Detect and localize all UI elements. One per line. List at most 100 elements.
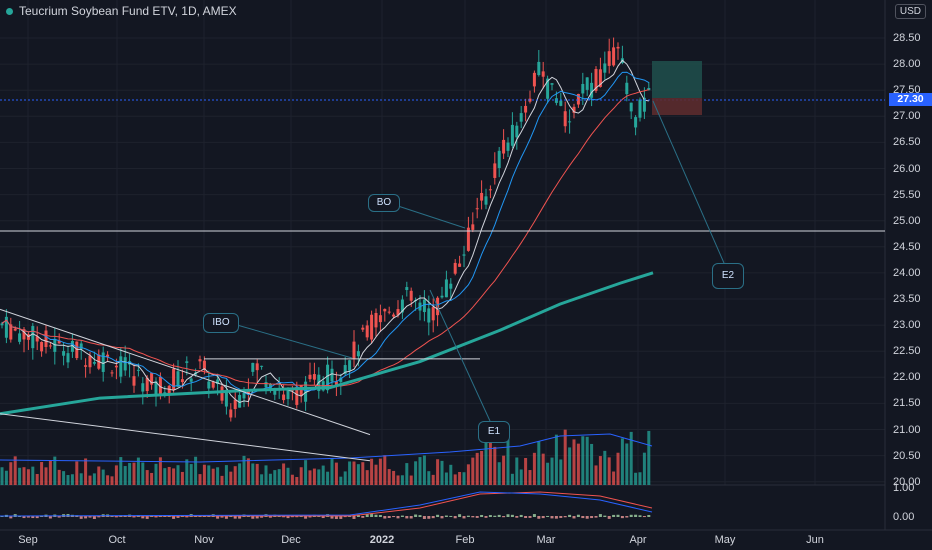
price-tick: 28.00 — [893, 58, 921, 71]
volume-bar — [88, 475, 92, 485]
volume-bar — [515, 457, 519, 485]
candle-body — [66, 353, 70, 363]
price-tick: 20.50 — [893, 449, 921, 462]
candle-body — [488, 189, 492, 191]
candle-body — [572, 106, 576, 113]
volume-bar — [35, 474, 39, 485]
indicator-bar — [224, 516, 228, 519]
annotation-ibo[interactable]: IBO — [203, 313, 239, 333]
volume-bar — [22, 467, 26, 485]
indicator-bar — [524, 516, 528, 519]
indicator-bar — [568, 514, 572, 517]
price-tick: 25.50 — [893, 188, 921, 201]
volume-bar — [268, 473, 272, 485]
volume-bar — [396, 475, 400, 485]
volume-bar — [550, 457, 554, 485]
candle-body — [515, 125, 519, 138]
volume-bar — [242, 455, 246, 485]
indicator-bar — [532, 514, 536, 517]
volume-bar — [66, 475, 70, 485]
indicator-bar — [634, 514, 638, 517]
annotation-e2[interactable]: E2 — [712, 263, 744, 289]
candle-body — [167, 385, 171, 394]
volume-bar — [57, 469, 61, 485]
candle-body — [339, 377, 343, 382]
volume-bar — [339, 476, 343, 485]
candle-body — [400, 299, 404, 313]
indicator-bar — [554, 516, 558, 519]
candle-body — [70, 340, 74, 352]
indicator-tick: 0.00 — [893, 511, 915, 523]
indicator-bar — [502, 516, 506, 518]
indicator-bar — [480, 514, 484, 517]
volume-bar — [365, 470, 369, 485]
volume-bar — [224, 465, 228, 485]
candle-body — [374, 312, 378, 328]
candle-body — [84, 365, 88, 367]
candle-body — [647, 87, 651, 91]
volume-bar — [110, 476, 114, 485]
volume-bar — [625, 443, 629, 485]
candle-body — [238, 394, 242, 408]
time-label: Mar — [536, 534, 556, 546]
volume-bar — [638, 472, 642, 485]
volume-bar — [471, 457, 475, 485]
candle-body — [387, 311, 391, 313]
volume-bar — [286, 467, 290, 485]
volume-bar — [18, 467, 22, 485]
volume-bar — [400, 475, 404, 485]
indicator-bar — [559, 516, 563, 518]
candle-body — [581, 83, 585, 94]
candle-body — [79, 343, 83, 349]
volume-bar — [436, 459, 440, 485]
annotation-e1[interactable]: E1 — [478, 421, 510, 443]
volume-bar — [70, 474, 74, 485]
time-label: Apr — [629, 534, 647, 546]
volume-bar — [546, 462, 550, 485]
annotation-bo[interactable]: BO — [368, 194, 400, 212]
candle-body — [123, 357, 127, 371]
indicator-bar — [458, 514, 462, 517]
volume-bar — [84, 458, 88, 485]
price-tick: 28.50 — [893, 32, 921, 44]
candle-body — [4, 316, 8, 338]
volume-bar — [141, 462, 145, 485]
volume-bar — [26, 469, 30, 485]
volume-bar — [356, 464, 360, 485]
target-zone — [652, 61, 702, 98]
indicator-bar — [57, 516, 61, 518]
volume-bar — [581, 436, 585, 485]
indicator-bar — [251, 516, 255, 519]
annotation-connector — [236, 324, 353, 359]
price-tick: 21.00 — [893, 423, 921, 436]
candle-body — [185, 361, 189, 363]
candle-body — [22, 329, 26, 340]
candle-body — [519, 113, 523, 122]
price-tick: 27.00 — [893, 110, 921, 123]
symbol-title[interactable]: Teucrium Soybean Fund ETV, 1D, AMEX — [19, 4, 237, 18]
candle-body — [106, 354, 110, 357]
indicator-bar — [387, 516, 391, 518]
volume-bar — [405, 463, 409, 485]
volume-bar — [255, 463, 259, 485]
volume-bar — [119, 457, 123, 485]
indicator-bar — [440, 516, 444, 519]
time-label: Sep — [18, 534, 38, 546]
candle-body — [114, 365, 118, 368]
volume-bar — [9, 462, 13, 485]
volume-bar — [97, 466, 101, 485]
candle-body — [554, 98, 558, 103]
indicator-bar — [444, 515, 448, 517]
candle-body — [9, 324, 13, 340]
candle-body — [568, 121, 572, 123]
indicator-bar — [436, 514, 440, 517]
indicator-bar — [238, 516, 242, 519]
time-label: Oct — [108, 534, 126, 546]
indicator-bar — [185, 516, 189, 518]
currency-badge[interactable]: USD — [894, 4, 926, 19]
candle-body — [405, 287, 409, 291]
indicator-bar — [290, 516, 294, 518]
volume-bar — [392, 470, 396, 485]
candle-body — [216, 379, 220, 384]
